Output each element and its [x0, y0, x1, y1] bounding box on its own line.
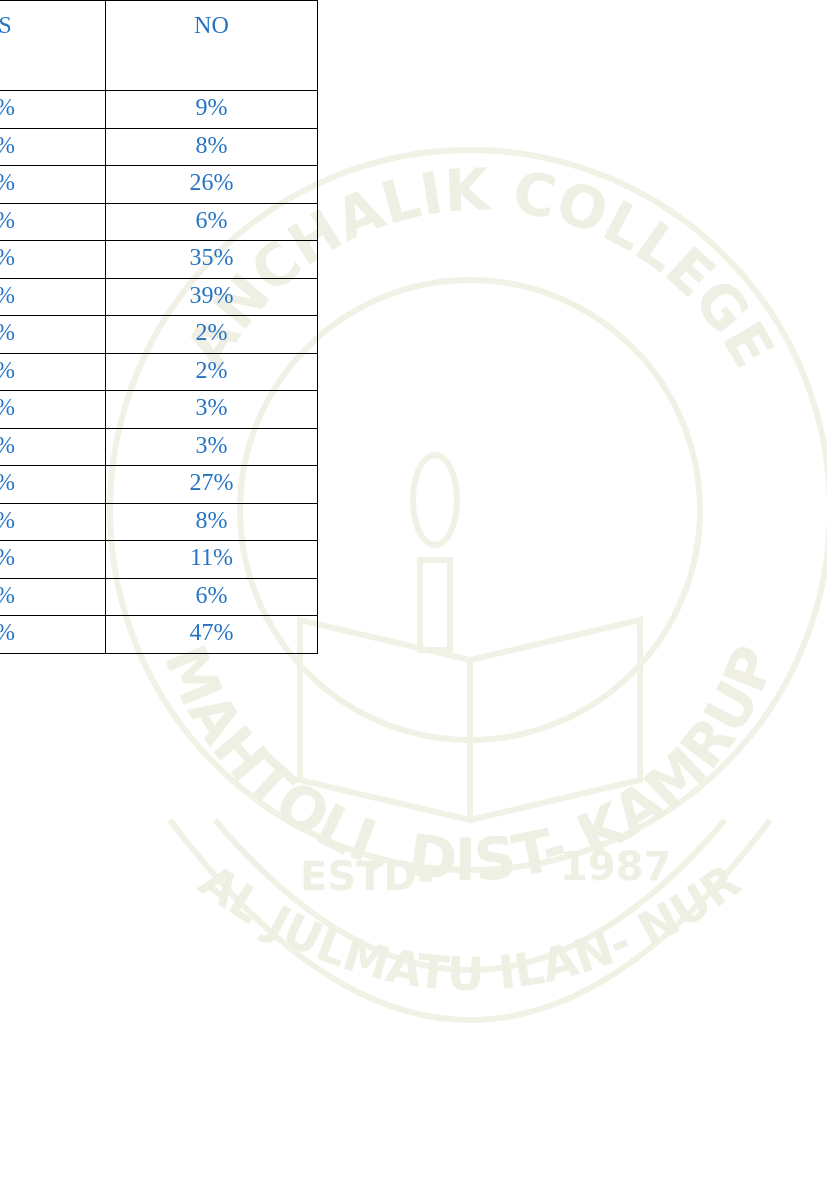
- table-cell: 2%: [105, 315, 318, 353]
- table-cell: %: [0, 503, 105, 541]
- header-cell: NO: [105, 8, 318, 46]
- table-cell: 6%: [105, 578, 318, 616]
- table-cell: 2%: [105, 353, 318, 391]
- table-cell: 8%: [105, 503, 318, 541]
- table-cell: %: [0, 390, 105, 428]
- border: [0, 653, 318, 654]
- table-cell: %: [0, 278, 105, 316]
- table-cell: 3%: [105, 390, 318, 428]
- watermark-year: 1987: [560, 844, 671, 890]
- table-cell: 35%: [105, 240, 318, 278]
- table: SNO%9%%8%%26%%6%%35%%39%%2%%2%%3%%3%%27%…: [0, 0, 318, 652]
- table-cell: 47%: [105, 615, 318, 653]
- table-cell: %: [0, 615, 105, 653]
- table-cell: 27%: [105, 465, 318, 503]
- header-cell: S: [0, 8, 105, 46]
- table-cell: %: [0, 240, 105, 278]
- border: [317, 0, 318, 653]
- page: ANCHALIK COLLEGE MAHTOLI, DIST- KAMRUP E…: [0, 0, 827, 1198]
- table-cell: %: [0, 353, 105, 391]
- watermark-estd: ESTD-: [300, 854, 434, 900]
- border: [0, 0, 318, 1]
- table-cell: %: [0, 465, 105, 503]
- table-cell: 3%: [105, 428, 318, 466]
- table-cell: %: [0, 128, 105, 166]
- table-cell: %: [0, 315, 105, 353]
- table-cell: %: [0, 165, 105, 203]
- table-cell: 9%: [105, 90, 318, 128]
- table-cell: %: [0, 578, 105, 616]
- table-cell: %: [0, 203, 105, 241]
- table-cell: 11%: [105, 540, 318, 578]
- border: [105, 0, 106, 653]
- table-cell: %: [0, 540, 105, 578]
- table-cell: 39%: [105, 278, 318, 316]
- table-cell: %: [0, 428, 105, 466]
- table-cell: %: [0, 90, 105, 128]
- table-cell: 8%: [105, 128, 318, 166]
- table-cell: 26%: [105, 165, 318, 203]
- table-cell: 6%: [105, 203, 318, 241]
